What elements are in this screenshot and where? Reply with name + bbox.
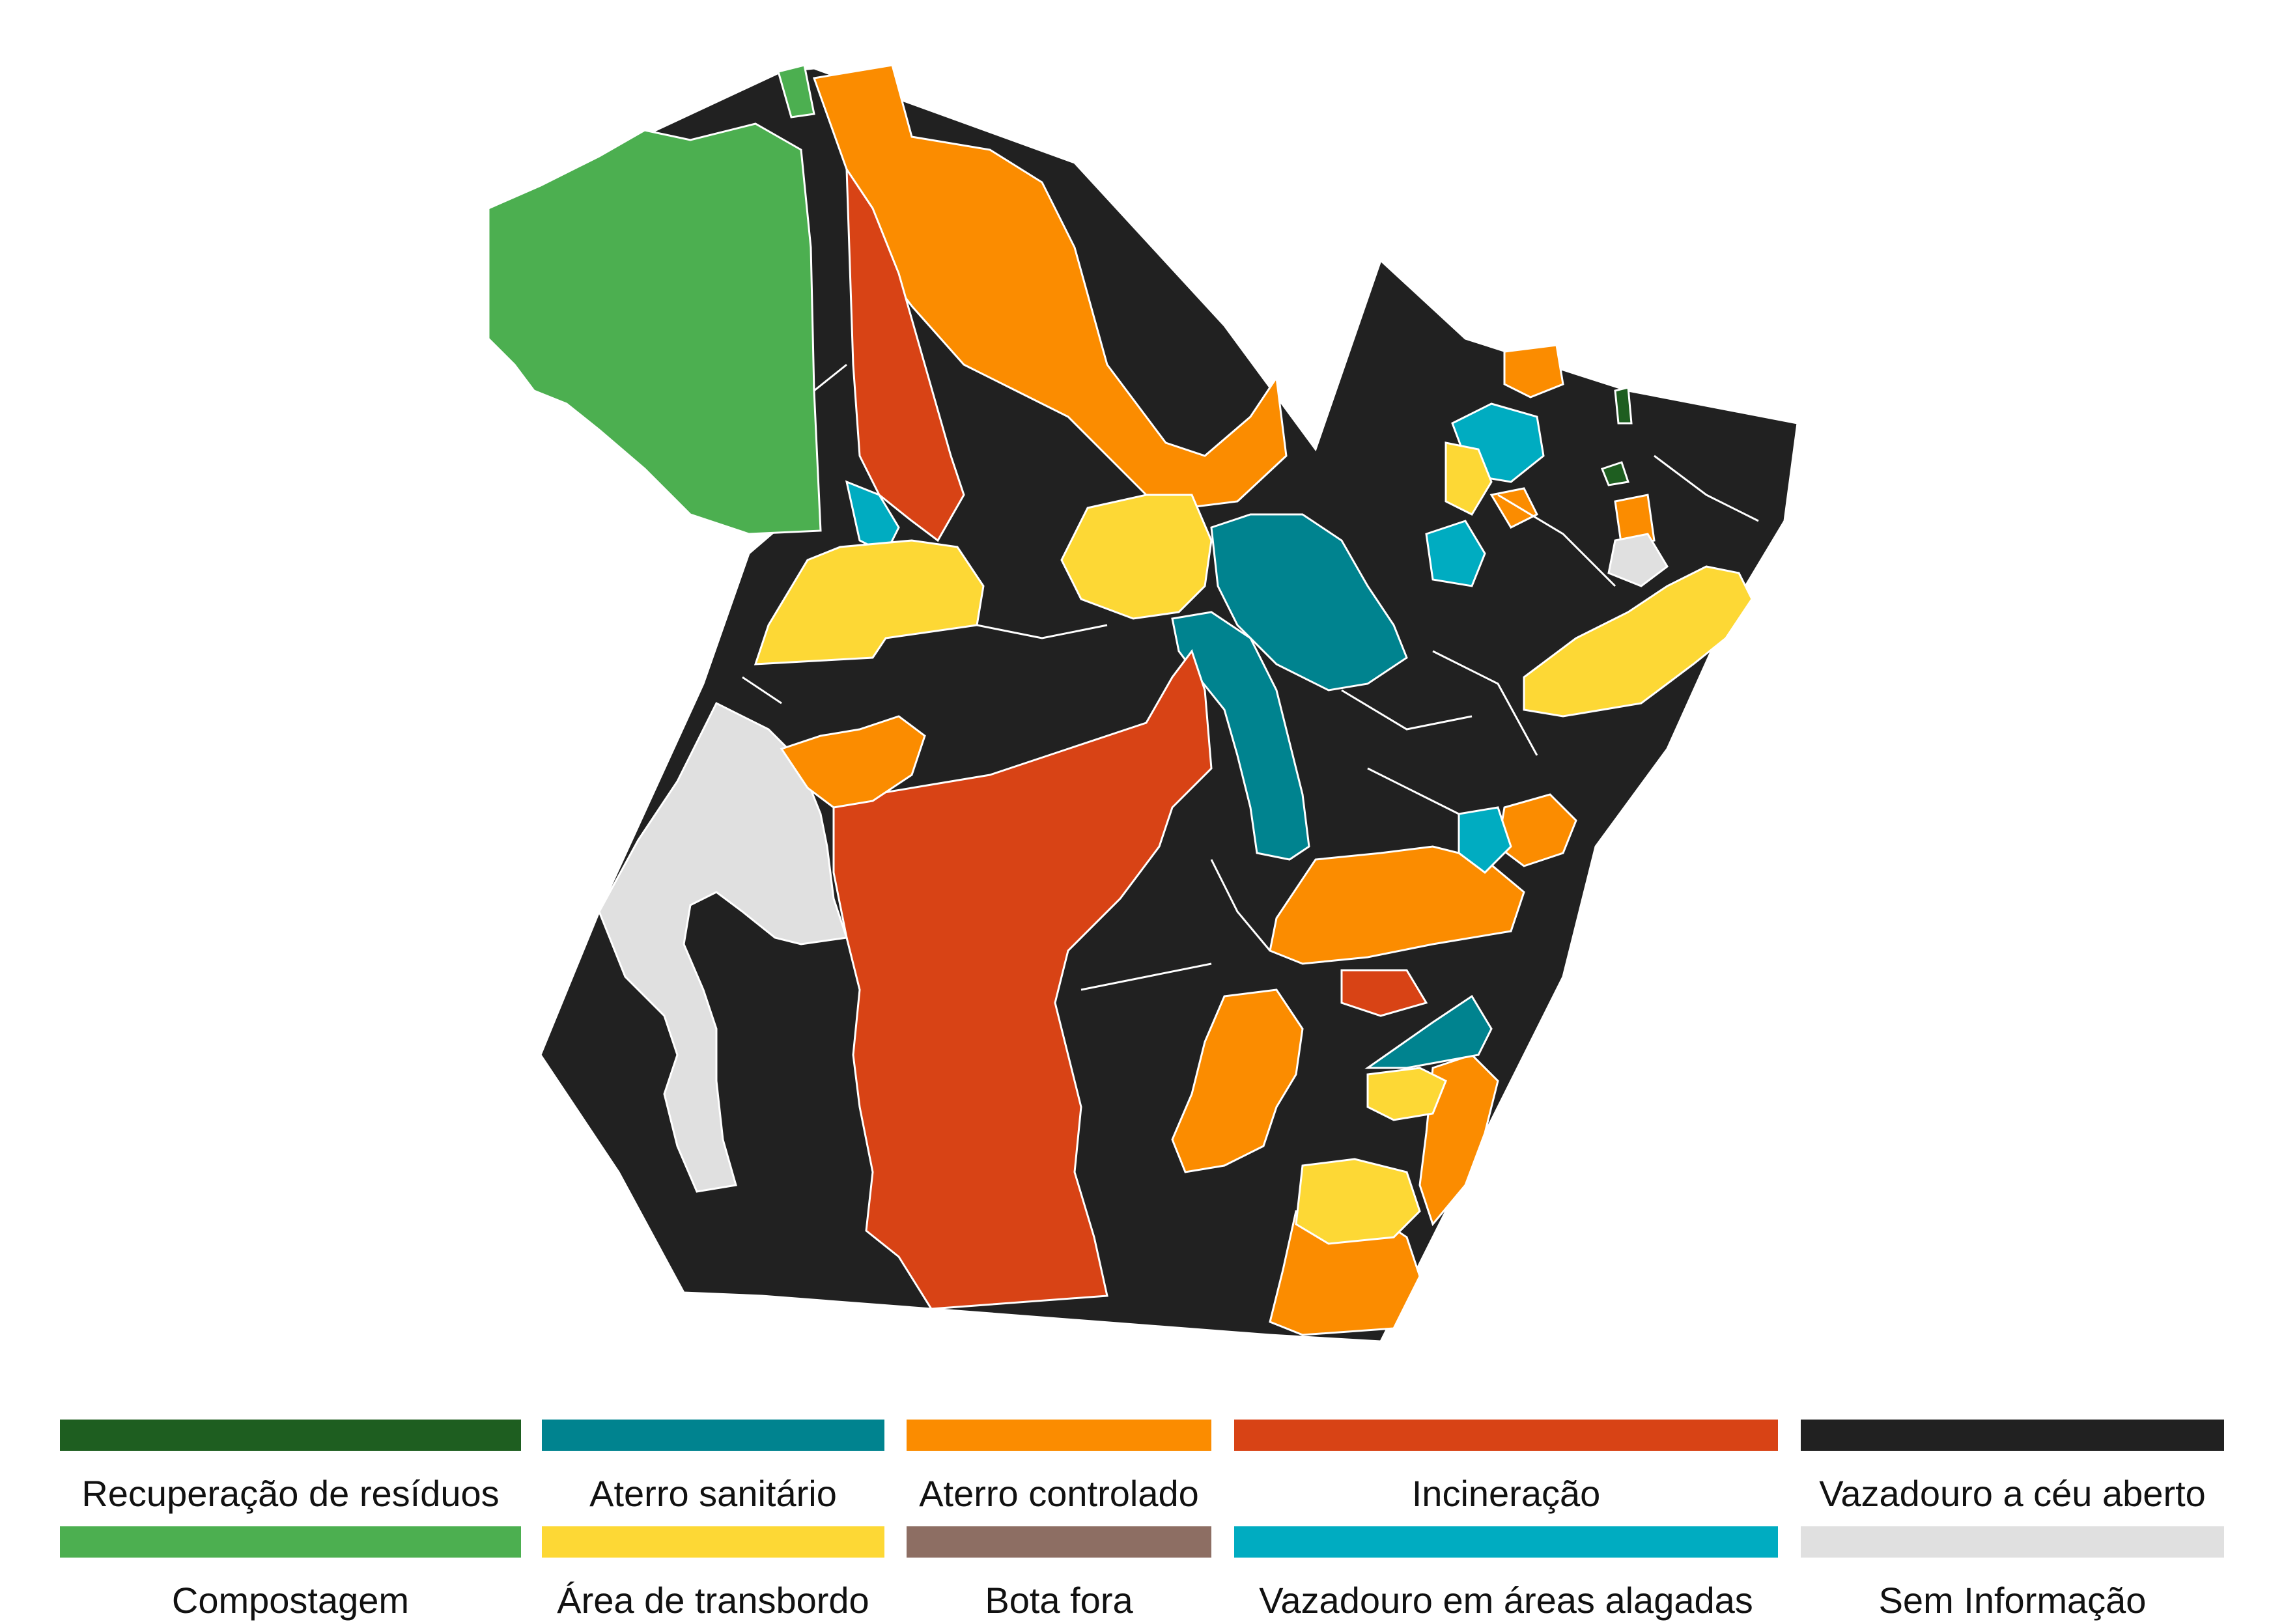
- legend-item-transbordo: Área de transbordo: [542, 1526, 884, 1624]
- legend: Recuperação de resíduos Aterro sanitário A…: [0, 1393, 2284, 1621]
- region-transbordo-ne: [1445, 441, 1493, 516]
- legend-swatch: [1234, 1526, 1778, 1558]
- legend-swatch: [542, 1420, 884, 1451]
- legend-label: Bota fora: [985, 1580, 1133, 1621]
- legend-label: Vazadouro em áreas alagadas: [1259, 1580, 1753, 1621]
- region-compostagem-nw: [487, 122, 822, 535]
- legend-label: Vazadouro a céu aberto: [1819, 1473, 2206, 1514]
- region-sem-informacao-ne: [1607, 533, 1669, 587]
- region-aterro-sanitario-strip: [1171, 611, 1310, 861]
- para-municipal-map: [487, 64, 1798, 1341]
- legend-label: Incineração: [1411, 1473, 1601, 1514]
- legend-item-recuperacao: Recuperação de resíduos: [60, 1420, 521, 1517]
- legend-swatch: [60, 1526, 521, 1558]
- legend-item-aterro-sanitario: Aterro sanitário: [542, 1420, 884, 1517]
- region-aterro-controlado-west: [780, 715, 926, 809]
- region-transbordo-center: [1060, 494, 1213, 620]
- region-aterro-controlado-se: [1269, 845, 1525, 965]
- region-aterro-controlado-ne1: [1503, 344, 1564, 399]
- region-aterro-sanitario-center: [1210, 513, 1408, 692]
- region-incineracao-north: [845, 165, 965, 542]
- region-aterro-controlado-s1: [1171, 988, 1304, 1173]
- legend-swatch: [1801, 1526, 2224, 1558]
- region-aterro-sanitario-n1: [845, 480, 900, 555]
- region-aterro-sanitario-se: [1364, 994, 1493, 1069]
- legend-swatch: [907, 1526, 1211, 1558]
- legend-item-compostagem: Compostagem: [60, 1526, 521, 1624]
- legend-label: Área de transbordo: [557, 1580, 869, 1621]
- legend-item-sem-informacao: Sem Informação: [1801, 1526, 2224, 1624]
- legend-label: Recuperação de resíduos: [81, 1473, 500, 1514]
- region-sem-informacao-sw: [598, 701, 848, 1193]
- legend-swatch: [1234, 1420, 1778, 1451]
- legend-swatch: [60, 1420, 521, 1451]
- legend-item-aterro-controlado: Aterro controlado: [907, 1420, 1211, 1517]
- legend-label: Sem Informação: [1878, 1580, 2147, 1621]
- region-alagadas-e: [1458, 806, 1512, 874]
- legend-item-bota-fora: Bota fora: [907, 1526, 1211, 1624]
- region-transbordo-se2: [1295, 1158, 1421, 1245]
- legend-swatch: [907, 1420, 1211, 1451]
- region-aterro-controlado-north: [812, 64, 1288, 509]
- municipal-boundaries: [742, 363, 1759, 991]
- region-recuperacao-2: [1601, 461, 1629, 486]
- region-incineracao-se: [1340, 969, 1428, 1017]
- region-compostagem-tip: [777, 64, 815, 119]
- region-transbordo-east: [1523, 565, 1753, 718]
- legend-item-vazadouro-alagadas: Vazadouro em áreas alagadas: [1234, 1526, 1778, 1624]
- legend-swatch: [542, 1526, 884, 1558]
- region-recuperacao-1: [1614, 386, 1633, 425]
- legend-swatch: [1801, 1420, 2224, 1451]
- legend-label: Aterro controlado: [919, 1473, 1199, 1514]
- legend-label: Compostagem: [171, 1580, 410, 1621]
- legend-item-vazadouro-ceu-aberto: Vazadouro a céu aberto: [1801, 1420, 2224, 1517]
- region-alagadas-ne2: [1425, 520, 1486, 587]
- legend-item-incineracao: Incineração: [1234, 1420, 1778, 1517]
- region-incineracao-south: [832, 649, 1213, 1310]
- legend-label: Aterro sanitário: [589, 1473, 837, 1514]
- region-transbordo-se1: [1366, 1067, 1447, 1121]
